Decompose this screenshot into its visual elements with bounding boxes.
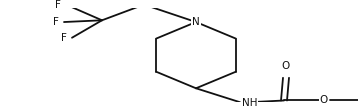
Text: O: O (282, 61, 290, 71)
Text: F: F (55, 0, 61, 10)
Text: NH: NH (242, 98, 257, 108)
Text: O: O (320, 95, 328, 106)
Text: N: N (192, 17, 200, 27)
Text: F: F (53, 17, 59, 27)
Text: F: F (61, 33, 67, 43)
